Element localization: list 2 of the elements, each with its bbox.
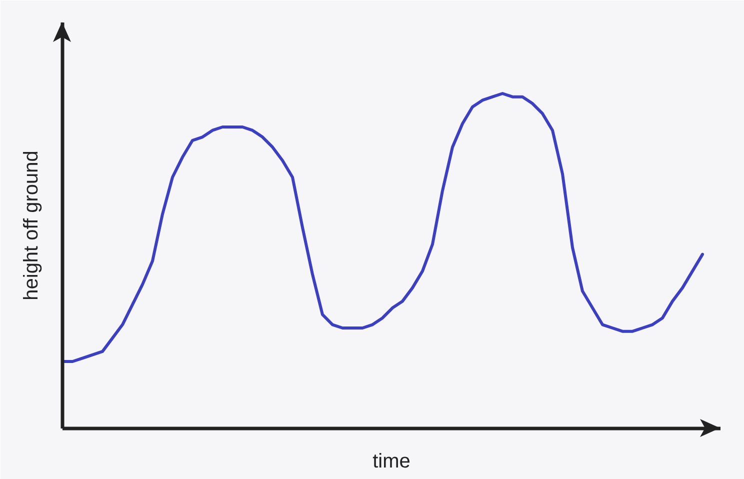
y-axis-title: height off ground [20, 150, 42, 300]
x-axis-title: time [372, 450, 410, 472]
